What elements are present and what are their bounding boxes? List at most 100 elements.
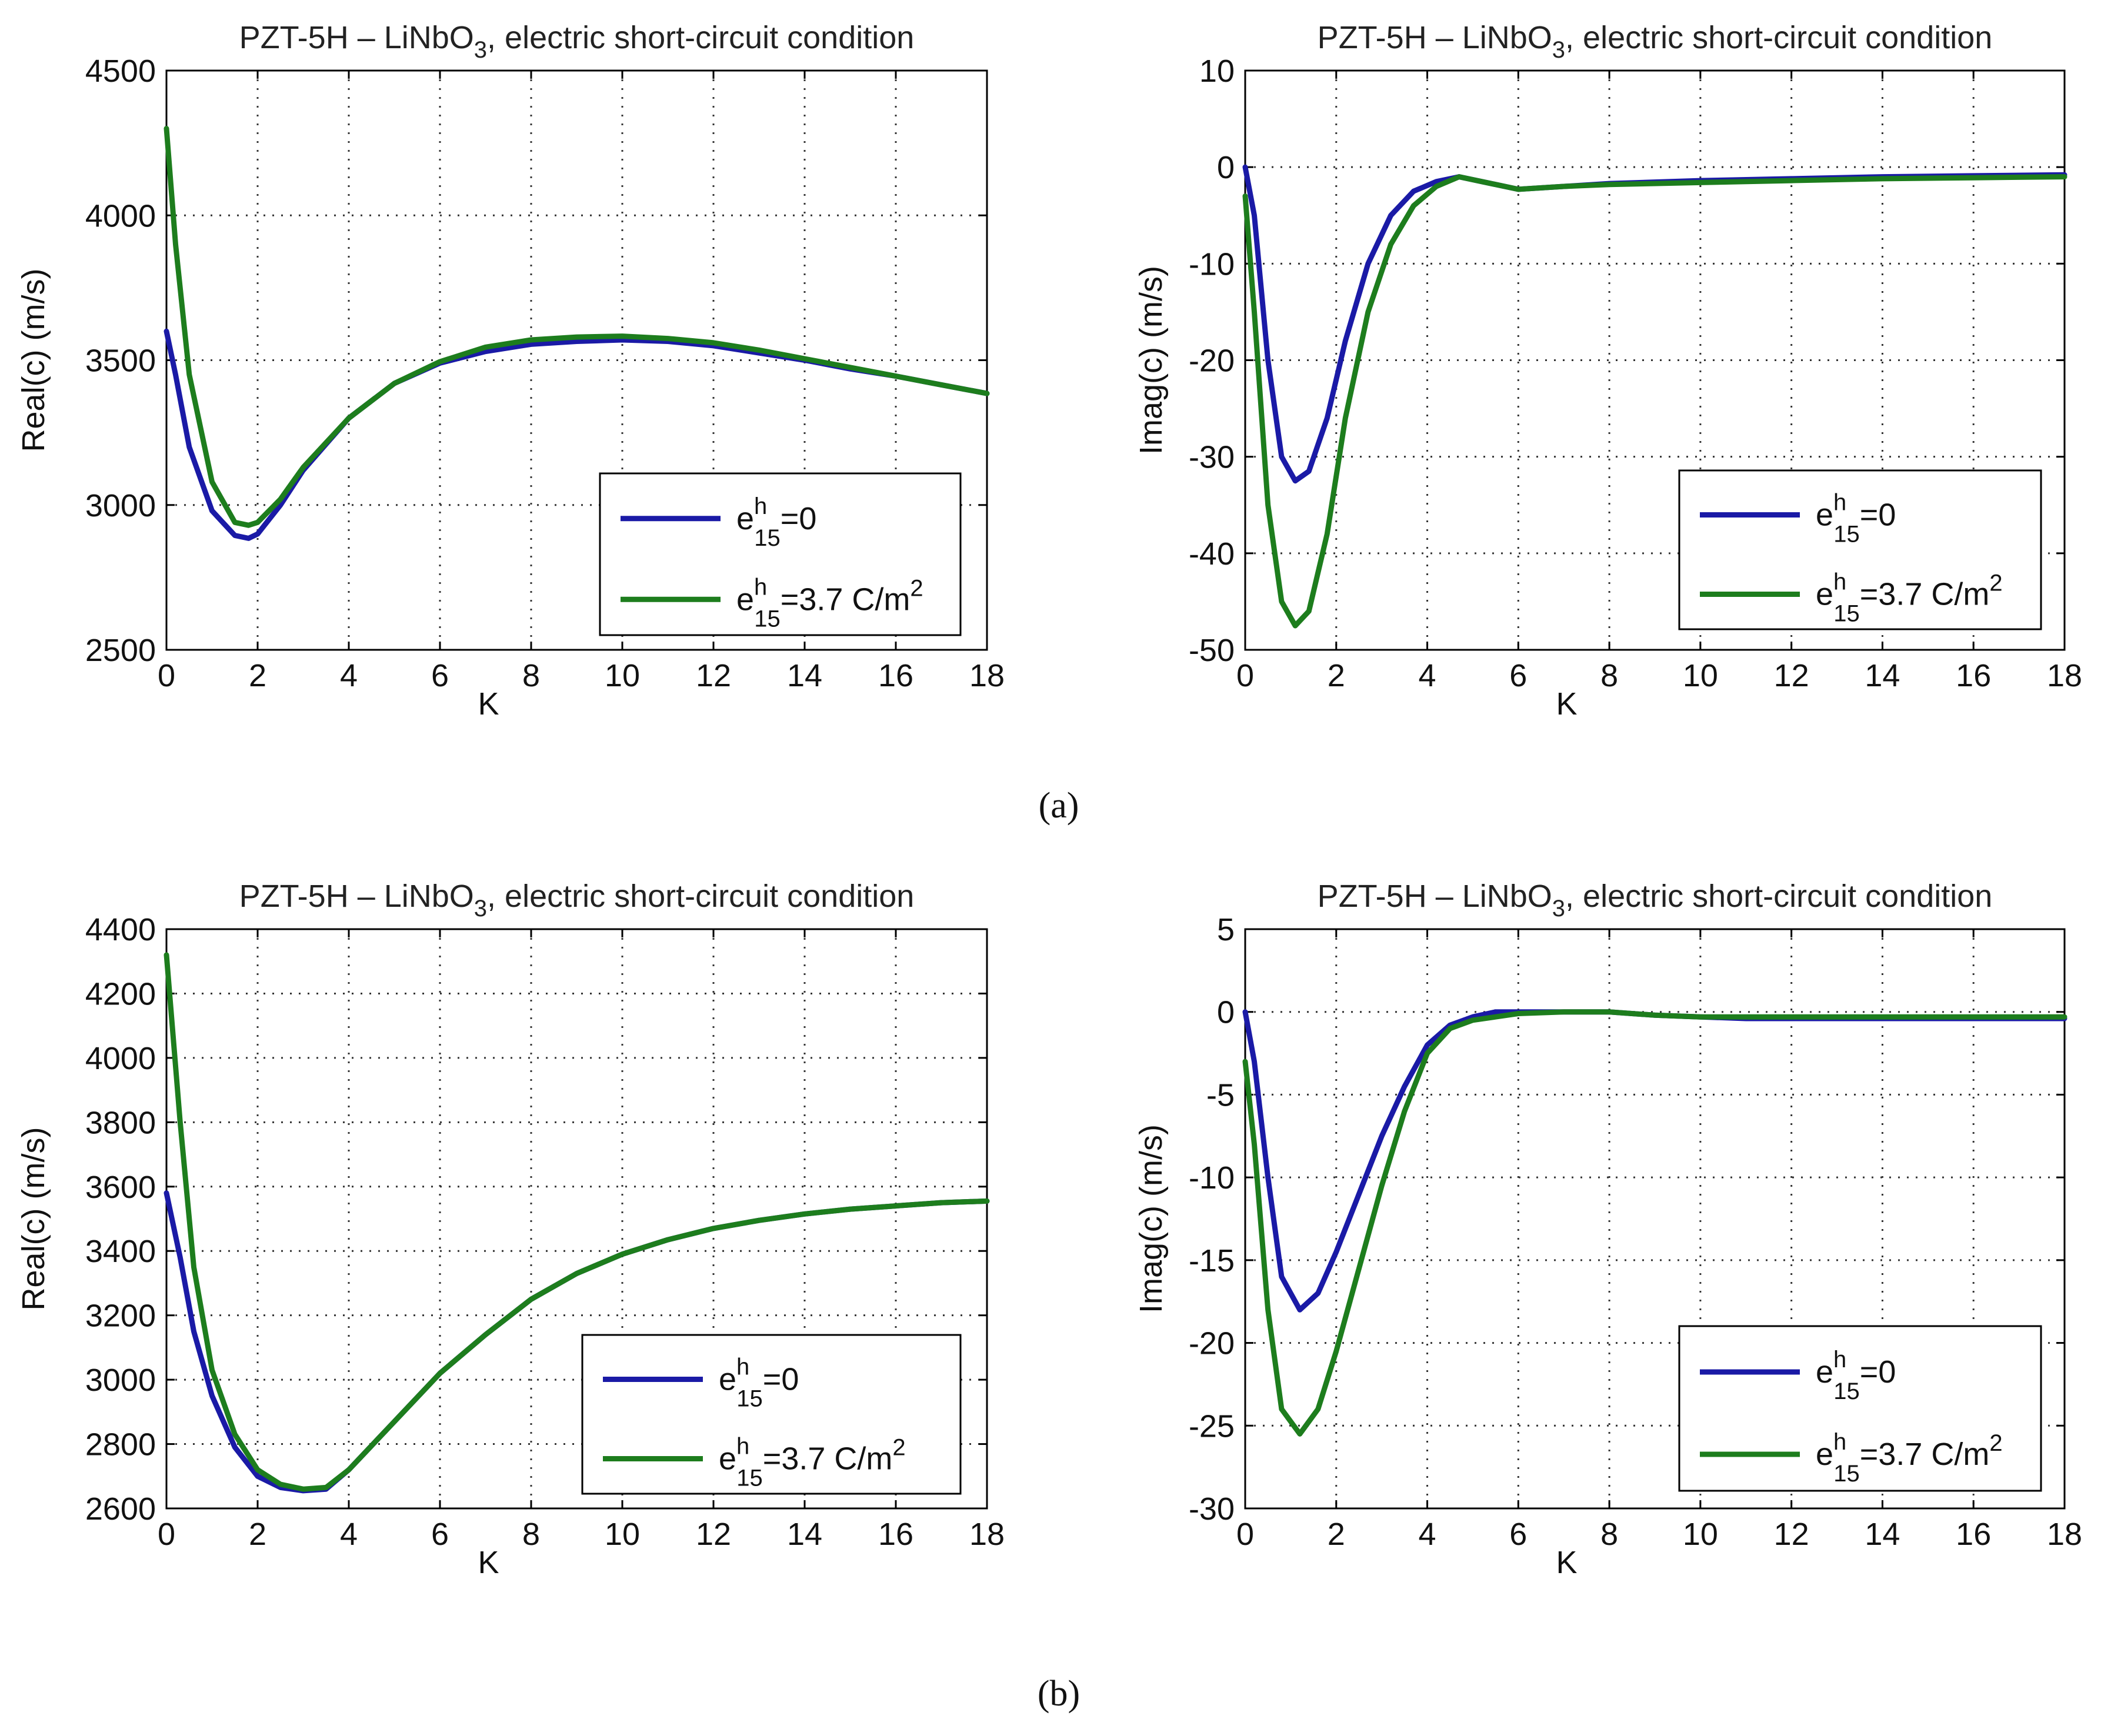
legend: eh 15=0eh 15=3.7 C/m2 [599, 472, 962, 636]
legend-base: e [719, 1362, 736, 1397]
title-subscript: 3 [1552, 896, 1565, 922]
x-tick-label: 14 [1865, 658, 1900, 693]
legend-subscript: 15 [754, 525, 781, 551]
legend-subscript: 15 [754, 606, 781, 632]
y-tick-label: 4500 [85, 54, 156, 89]
x-tick-label: 12 [696, 658, 731, 693]
y-tick-label: 3800 [85, 1105, 156, 1140]
x-tick-label: 14 [787, 1517, 822, 1552]
legend-tail-superscript: 2 [910, 575, 923, 601]
x-tick-label: 4 [340, 1517, 358, 1552]
y-tick-label: 3000 [85, 1363, 156, 1398]
x-tick-label: 0 [1236, 658, 1254, 693]
chart-a-imag: 0 2 4 6 8 10 12 14 16 18 -50 -40 -30 -20 -10 0 10 PZT-5H … [1133, 20, 2082, 722]
y-axis-label: Real(c) (m/s) [16, 269, 51, 452]
x-tick-label: 12 [696, 1517, 731, 1552]
legend-base: e [736, 501, 754, 536]
chart-b-real: 0 2 4 6 8 10 12 14 16 18 2600 2800 3000 3200 3400 3600 3… [16, 879, 1005, 1580]
legend-tail: =0 [1860, 498, 1896, 533]
x-tick-label: 4 [1419, 658, 1436, 693]
y-tick-label: 10 [1199, 54, 1235, 89]
x-tick-label: 16 [1956, 1517, 1991, 1552]
title-text: PZT-5H – LiNbO [1318, 20, 1552, 55]
legend-superscript: h [754, 493, 767, 519]
y-axis-label: Real(c) (m/s) [16, 1127, 51, 1311]
legend-label-1: eh 15=0 [719, 1354, 799, 1412]
legend-superscript: h [736, 1354, 749, 1380]
x-tick-label: 2 [249, 1517, 266, 1552]
legend-superscript: h [1833, 569, 1846, 595]
y-tick-label: 0 [1217, 150, 1235, 185]
x-tick-label: 18 [2047, 658, 2082, 693]
y-tick-label: -20 [1189, 343, 1235, 379]
legend: eh 15=0eh 15=3.7 C/m2 [581, 1334, 962, 1495]
x-tick-label: 6 [1509, 658, 1527, 693]
y-tick-label: 0 [1217, 995, 1235, 1030]
x-tick-label: 2 [1328, 658, 1345, 693]
y-tick-label: 3200 [85, 1298, 156, 1334]
legend: eh 15=0eh 15=3.7 C/m2 [1678, 1325, 2042, 1492]
x-tick-label: 6 [431, 1517, 449, 1552]
caption-a: (a) [1039, 786, 1079, 826]
legend-subscript: 15 [1833, 1378, 1860, 1404]
y-tick-label: -50 [1189, 633, 1235, 668]
legend-box [599, 472, 962, 636]
legend-superscript: h [1833, 490, 1846, 516]
series-line-2 [1242, 1009, 2067, 1437]
chart-b-imag: 0 2 4 6 8 10 12 14 16 18 -30 -25 -20 -15 -10 -5 0 5 PZT-5H… [1133, 879, 2082, 1580]
legend-subscript: 15 [1833, 601, 1860, 627]
title-text-rest: , electric short-circuit condition [487, 20, 914, 55]
legend-base: e [736, 582, 754, 617]
y-tick-label: -30 [1189, 440, 1235, 475]
y-axis-label: Imag(c) (m/s) [1133, 1124, 1169, 1313]
legend-tail: =0 [763, 1362, 799, 1397]
charts-group: 0 2 4 6 8 10 12 14 16 1825003000350040004500PZT-5… [16, 20, 2082, 1580]
x-tick-label: 8 [1600, 1517, 1618, 1552]
y-tick-label: 4000 [85, 1041, 156, 1076]
x-tick-label: 10 [1683, 658, 1718, 693]
legend-tail: =3.7 C/m [1860, 577, 1990, 612]
legend-base: e [1816, 1354, 1833, 1390]
y-tick-label: 3500 [85, 343, 156, 379]
legend-box [1678, 1325, 2042, 1492]
x-tick-label: 0 [158, 658, 175, 693]
x-tick-label: 12 [1774, 1517, 1809, 1552]
x-tick-label: 0 [1236, 1517, 1254, 1552]
x-axis-label: K [1556, 1545, 1577, 1580]
legend: eh 15=0eh 15=3.7 C/m2 [1678, 469, 2042, 630]
y-tick-label: 4200 [85, 976, 156, 1011]
legend-label-2: eh 15=3.7 C/m2 [736, 574, 923, 632]
x-tick-label: 0 [158, 1517, 175, 1552]
x-tick-label: 16 [1956, 658, 1991, 693]
x-tick-label: 2 [249, 658, 266, 693]
legend-label-1: eh 15=0 [1816, 490, 1896, 547]
title-subscript: 3 [1552, 37, 1565, 63]
legend-tail: =3.7 C/m [1860, 1437, 1990, 1472]
legend-superscript: h [736, 1434, 749, 1460]
plot-frame [165, 928, 988, 1510]
legend-base: e [1816, 498, 1833, 533]
chart-a-real: 0 2 4 6 8 10 12 14 16 18 2500 3000 3500 4000 4500 PZT-5… [16, 20, 1005, 722]
legend-base: e [1816, 577, 1833, 612]
x-tick-label: 4 [340, 658, 358, 693]
chart-title: PZT-5H – LiNbO3, electric short-circuit … [239, 20, 915, 63]
legend-label-1: eh 15=0 [736, 493, 816, 551]
x-tick-label: 16 [878, 1517, 913, 1552]
legend-superscript: h [754, 574, 767, 600]
legend-tail: =3.7 C/m [763, 1441, 893, 1477]
legend-tail-superscript: 2 [1989, 1430, 2002, 1456]
y-tick-label: 3000 [85, 488, 156, 523]
legend-subscript: 15 [1833, 522, 1860, 547]
x-tick-label: 18 [969, 1517, 1005, 1552]
y-tick-label: 2800 [85, 1427, 156, 1463]
y-tick-label: 4000 [85, 198, 156, 233]
title-subscript: 3 [474, 37, 487, 63]
x-tick-label: 10 [605, 658, 640, 693]
legend-label-1: eh 15=0 [1816, 1347, 1896, 1404]
chart-title: PZT-5H – LiNbO3, electric short-circuit … [1318, 879, 1993, 922]
legend-base: e [1816, 1437, 1833, 1472]
legend-subscript: 15 [736, 1386, 763, 1412]
series-line-2 [164, 126, 990, 528]
y-tick-label: -20 [1189, 1326, 1235, 1361]
